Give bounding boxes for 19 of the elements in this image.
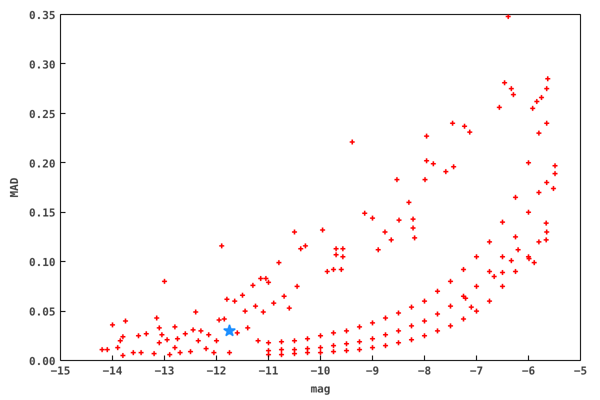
y-tick-label: 0.05 <box>29 306 56 319</box>
y-tick-label: 0.35 <box>29 9 56 22</box>
x-tick-label: −14 <box>102 364 123 378</box>
x-tick-label: −10 <box>310 364 330 378</box>
y-tick-label: 0.20 <box>29 157 56 170</box>
x-tick-label: −13 <box>154 364 174 378</box>
y-tick-label: 0.30 <box>29 58 56 72</box>
x-axis-title: mag <box>310 382 330 396</box>
x-tick-label: −8 <box>418 364 432 378</box>
y-axis-title: MAD <box>8 177 22 198</box>
x-tick-label: −5 <box>574 364 588 378</box>
y-tick-label: 0.25 <box>29 108 56 121</box>
x-tick-label: −7 <box>470 364 484 378</box>
x-tick-label: −11 <box>258 364 279 378</box>
x-tick-label: −9 <box>366 364 380 378</box>
y-tick-label: 0.10 <box>29 256 56 270</box>
x-tick-label: −6 <box>522 364 536 378</box>
x-tick-label: −12 <box>206 364 226 378</box>
y-tick-label: 0.15 <box>29 206 56 220</box>
